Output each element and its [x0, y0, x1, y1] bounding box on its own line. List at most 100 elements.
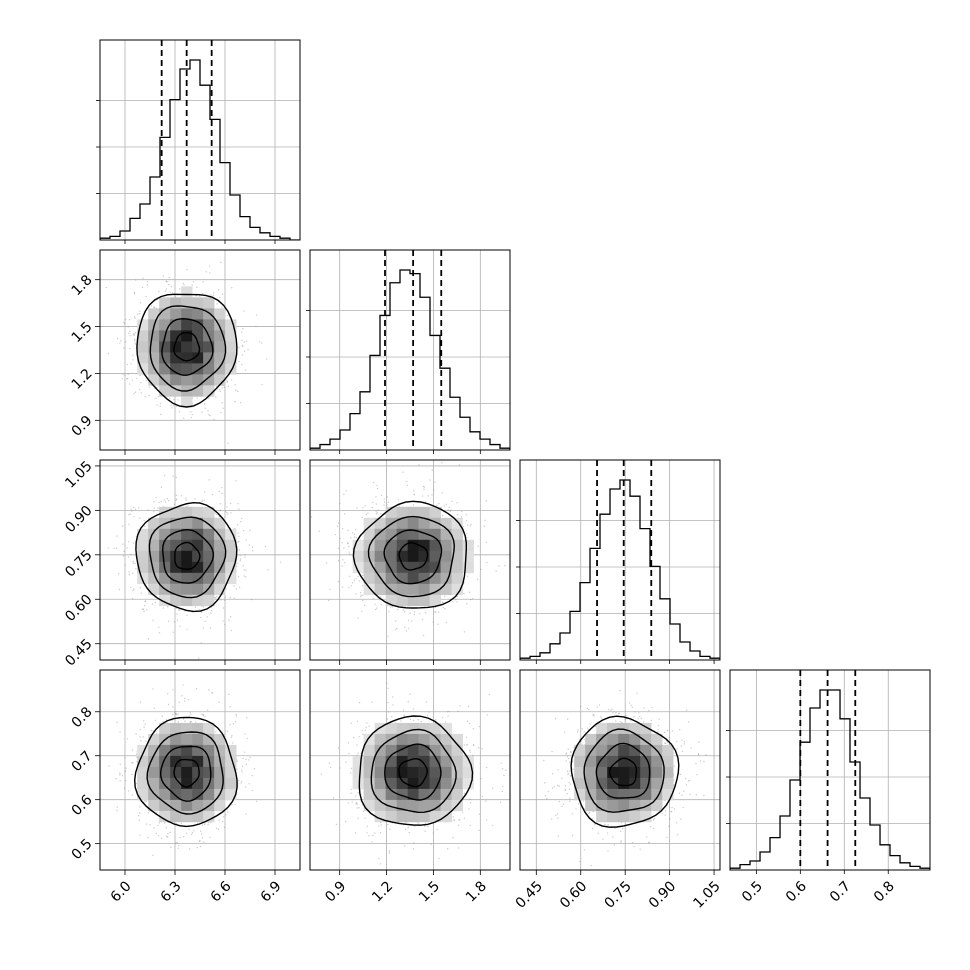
- sample-point: [361, 516, 363, 519]
- sample-point: [244, 369, 247, 371]
- sample-point: [140, 381, 142, 384]
- density-cell: [170, 319, 182, 331]
- sample-point: [364, 505, 366, 507]
- sample-point: [367, 512, 369, 514]
- density-cell: [192, 330, 204, 342]
- density-cell: [451, 528, 463, 541]
- sample-point: [169, 291, 172, 294]
- sample-point: [133, 338, 136, 341]
- sample-point: [187, 505, 189, 507]
- sample-point: [436, 504, 438, 507]
- density-cell: [170, 517, 182, 530]
- density-cell: [440, 561, 452, 574]
- sample-point: [412, 504, 415, 506]
- sample-point: [238, 540, 240, 543]
- sample-point: [163, 822, 166, 824]
- density-cell: [396, 583, 408, 596]
- sample-point: [394, 629, 397, 631]
- sample-point: [215, 513, 218, 516]
- sample-point: [186, 614, 188, 616]
- density-cell: [462, 550, 474, 563]
- sample-point: [346, 542, 349, 544]
- sample-point: [242, 529, 245, 532]
- sample-point: [245, 569, 247, 572]
- density-cell: [148, 341, 160, 353]
- sample-point: [235, 588, 238, 590]
- sample-point: [147, 228, 148, 229]
- density-cell: [181, 330, 193, 342]
- density-cell: [170, 561, 182, 574]
- sample-point: [128, 383, 131, 385]
- sample-point: [424, 612, 427, 614]
- sample-point: [441, 461, 443, 464]
- sample-point: [249, 529, 251, 531]
- sample-point: [230, 512, 232, 514]
- sample-point: [220, 261, 222, 264]
- density-cell: [451, 572, 463, 585]
- sample-point: [339, 502, 341, 505]
- sample-point: [133, 293, 136, 295]
- sample-point: [245, 340, 248, 343]
- sample-point: [456, 502, 458, 504]
- sample-point: [403, 610, 406, 613]
- sample-point: [477, 545, 480, 547]
- sample-point: [128, 514, 130, 516]
- sample-point: [173, 404, 175, 407]
- density-cell: [159, 374, 171, 386]
- density-cell: [203, 297, 215, 309]
- sample-point: [124, 374, 126, 377]
- density-cell: [170, 297, 182, 309]
- sample-point: [445, 503, 447, 506]
- density-cell: [429, 583, 441, 596]
- sample-point: [132, 588, 135, 590]
- density-cell: [418, 561, 430, 574]
- sample-point: [243, 341, 245, 343]
- sample-point: [173, 503, 176, 505]
- sample-point: [355, 536, 358, 539]
- sample-point: [380, 604, 382, 606]
- sample-point: [142, 608, 144, 610]
- density-cell: [181, 550, 193, 563]
- sample-point: [463, 592, 465, 595]
- sample-point: [132, 359, 134, 361]
- density-cell: [192, 550, 204, 563]
- sample-point: [469, 598, 472, 601]
- density-cell: [159, 550, 171, 563]
- density-cell: [214, 352, 226, 364]
- sample-point: [418, 464, 420, 466]
- density-cell: [225, 352, 237, 364]
- sample-point: [196, 397, 198, 399]
- contour-line: [174, 541, 201, 570]
- contour-line: [148, 516, 227, 599]
- sample-point: [133, 316, 136, 318]
- sample-point: [227, 385, 230, 388]
- density-cell: [181, 528, 193, 541]
- sample-point: [422, 634, 425, 637]
- sample-point: [175, 499, 177, 501]
- sample-point: [167, 280, 169, 283]
- sample-point: [266, 358, 268, 360]
- sample-point: [147, 509, 149, 511]
- sample-point: [405, 480, 408, 483]
- sample-point: [183, 284, 185, 286]
- sample-point: [452, 601, 454, 603]
- sample-point: [130, 508, 132, 510]
- density-cell: [214, 539, 226, 552]
- density-cell: [385, 550, 397, 563]
- sample-point: [153, 500, 155, 503]
- density-cell: [440, 572, 452, 585]
- sample-point: [190, 411, 192, 413]
- sample-point: [220, 411, 222, 414]
- sample-point: [360, 594, 362, 596]
- sample-point: [127, 326, 129, 328]
- sample-point: [188, 715, 190, 717]
- density-cell: [148, 374, 160, 386]
- sample-point: [238, 535, 240, 538]
- sample-point: [160, 500, 162, 503]
- sample-point: [347, 542, 349, 545]
- density-cell: [181, 594, 193, 607]
- density-cell: [159, 308, 171, 320]
- sample-point: [216, 303, 218, 305]
- sample-point: [136, 377, 138, 380]
- density-cell: [137, 330, 149, 342]
